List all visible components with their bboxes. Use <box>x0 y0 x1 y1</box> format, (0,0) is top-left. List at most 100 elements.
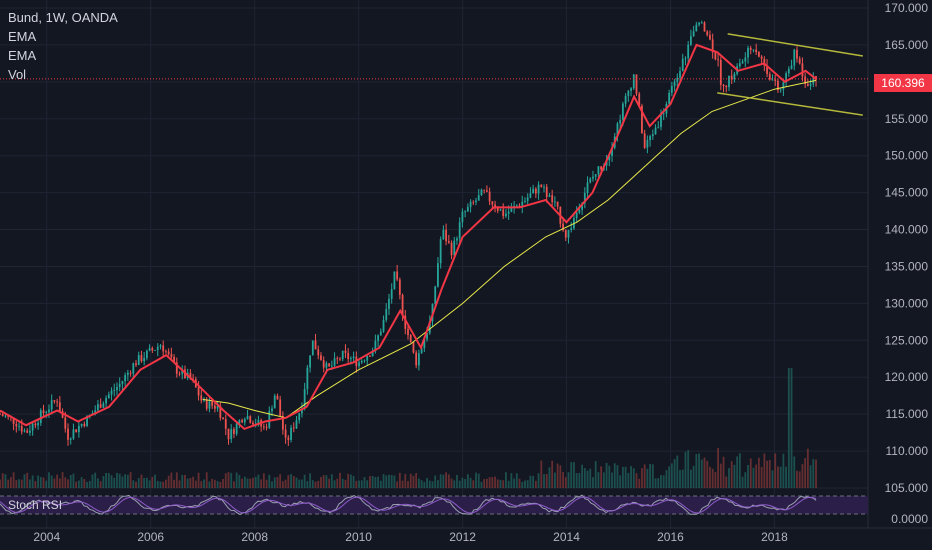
candle-body <box>284 429 287 438</box>
candle-body <box>532 188 535 194</box>
volume-bar <box>602 472 605 488</box>
indicator-vol[interactable]: Vol <box>8 67 27 82</box>
volume-bar <box>741 476 744 488</box>
candle-body <box>366 355 369 361</box>
volume-bar <box>700 459 703 488</box>
volume-bar <box>271 481 273 488</box>
volume-bar <box>570 462 573 488</box>
candle-body <box>64 417 67 429</box>
candle-body <box>649 136 651 141</box>
candle-body <box>243 419 246 423</box>
volume-bar <box>624 466 627 488</box>
candle-body <box>744 57 747 62</box>
volume-bar <box>782 453 785 488</box>
volume-bar <box>518 478 521 488</box>
volume-bar <box>796 470 798 488</box>
candle-body <box>97 404 99 411</box>
volume-bar <box>276 477 279 488</box>
volume-bar <box>692 465 695 488</box>
volume-bar <box>355 480 358 488</box>
volume-bar <box>140 474 143 488</box>
volume-bar <box>469 477 472 488</box>
volume-bar <box>510 473 513 488</box>
volume-bar <box>56 474 59 488</box>
volume-bar <box>793 456 796 488</box>
candle-body <box>698 22 700 25</box>
volume-bar <box>447 474 450 488</box>
volume-bar <box>4 474 7 488</box>
candle-body <box>496 207 499 211</box>
volume-bar <box>475 472 477 488</box>
candle-body <box>113 390 116 391</box>
volume-bar <box>233 481 235 488</box>
candle-body <box>458 222 461 239</box>
volume-bar <box>621 466 624 488</box>
candle-body <box>510 207 513 212</box>
volume-bar <box>39 477 42 488</box>
volume-bar <box>325 475 328 488</box>
volume-bar <box>673 459 676 488</box>
candle-body <box>668 92 671 105</box>
volume-bar <box>235 472 238 488</box>
volume-bar <box>801 464 804 488</box>
volume-bar <box>728 468 730 488</box>
candle-body <box>581 203 583 210</box>
candle-body <box>733 73 736 80</box>
volume-bar <box>684 451 687 488</box>
volume-bar <box>363 477 366 488</box>
candle-body <box>37 422 39 426</box>
volume-bar <box>415 472 418 488</box>
volume-bar <box>194 480 197 488</box>
volume-bar <box>37 475 39 488</box>
volume-bar <box>309 473 311 488</box>
candle-body <box>107 394 110 398</box>
stoch-rsi-label[interactable]: Stoch RSI <box>8 498 63 512</box>
x-tick-label: 2018 <box>761 530 788 544</box>
candle-body <box>48 409 50 413</box>
volume-bar <box>213 479 216 488</box>
candle-body <box>99 404 102 408</box>
volume-bar <box>94 472 97 488</box>
volume-bar <box>75 481 78 488</box>
volume-bar <box>771 470 774 488</box>
candle-body <box>309 355 311 368</box>
candle-body <box>15 423 18 427</box>
volume-bar <box>706 460 709 488</box>
channel-lower-line[interactable] <box>717 92 863 116</box>
volume-bar <box>371 475 374 488</box>
candle-body <box>379 331 382 336</box>
candle-body <box>34 423 37 426</box>
volume-bar <box>600 466 603 488</box>
indicator-ema-1[interactable]: EMA <box>8 29 37 44</box>
volume-bar <box>211 478 214 488</box>
volume-bar <box>505 472 507 488</box>
y-tick-label: 110.000 <box>886 444 929 458</box>
candle-body <box>749 47 752 50</box>
volume-bar <box>578 472 581 488</box>
volume-bar <box>330 474 333 488</box>
volume-bar <box>184 474 186 488</box>
candle-body <box>782 82 785 90</box>
volume-bar <box>257 474 260 488</box>
volume-bar <box>556 463 559 488</box>
candle-body <box>616 123 619 137</box>
candle-body <box>265 426 268 428</box>
volume-bar <box>483 479 486 488</box>
x-tick-label: 2004 <box>33 530 60 544</box>
indicator-ema-2[interactable]: EMA <box>8 48 37 63</box>
candle-body <box>276 395 279 400</box>
volume-bar <box>181 474 184 488</box>
channel-upper-line[interactable] <box>727 33 863 57</box>
volume-bar <box>809 465 812 488</box>
candle-body <box>777 80 779 91</box>
volume-bar <box>83 479 86 488</box>
candle-body <box>624 95 627 104</box>
candle-body <box>167 351 170 355</box>
volume-bar <box>349 474 352 488</box>
volume-bar <box>719 463 722 488</box>
candle-body <box>480 189 483 196</box>
candle-body <box>396 271 399 280</box>
volume-bar <box>379 480 382 488</box>
volume-bar <box>20 479 23 488</box>
